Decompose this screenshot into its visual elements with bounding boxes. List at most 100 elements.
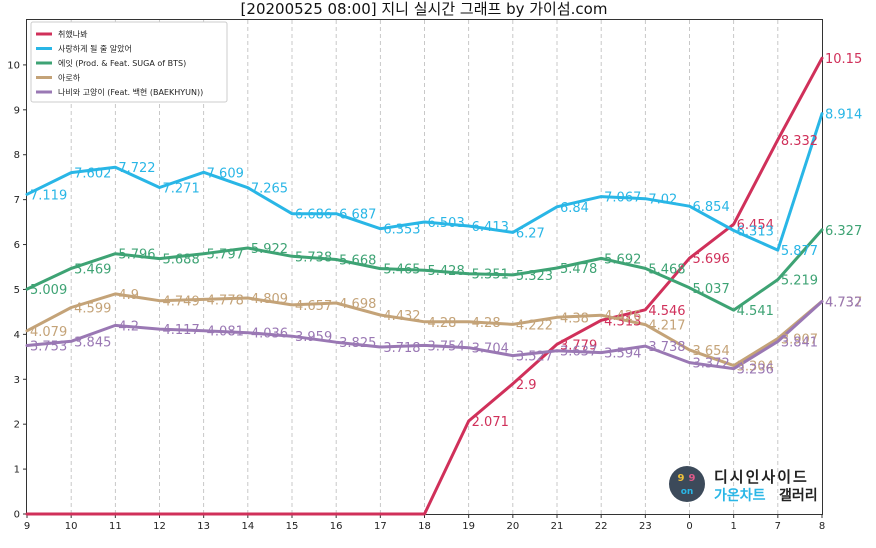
chart-title: [20200525 08:00] 지니 실시간 그래프 by 가이섬.com bbox=[241, 0, 608, 18]
x-tick-label: 11 bbox=[109, 521, 122, 532]
watermark-line1: 디시인사이드 bbox=[714, 468, 809, 486]
data-label: 5.428 bbox=[428, 264, 465, 279]
data-label: 2.9 bbox=[516, 378, 537, 393]
data-label: 6.413 bbox=[472, 220, 509, 235]
x-tick-label: 14 bbox=[241, 521, 254, 532]
data-label: 5.738 bbox=[295, 250, 332, 265]
y-tick-label: 8 bbox=[14, 150, 20, 161]
data-label: 5.688 bbox=[163, 253, 200, 268]
data-label: 4.28 bbox=[472, 316, 501, 331]
y-tick-label: 7 bbox=[14, 195, 20, 206]
y-tick-label: 9 bbox=[14, 105, 20, 116]
y-tick-label: 2 bbox=[14, 420, 20, 431]
x-tick-label: 8 bbox=[819, 521, 825, 532]
legend-box bbox=[30, 21, 228, 103]
watermark-logo-text-3: on bbox=[681, 487, 694, 497]
data-label: 3.594 bbox=[604, 347, 641, 362]
x-axis: 9 10 11 12 13 14 15 16 17 18 19 20 21 22 23 0 1 7 8 bbox=[24, 514, 825, 532]
watermark: 9 9 on 디시인사이드 가온차트 갤러리 bbox=[669, 466, 818, 504]
legend-entry: 아로하 bbox=[58, 73, 81, 83]
data-label: 8.332 bbox=[781, 134, 818, 149]
y-tick-label: 3 bbox=[14, 375, 20, 386]
y-tick-label: 6 bbox=[14, 240, 20, 251]
y-tick-label: 10 bbox=[7, 60, 20, 71]
data-label: 5.692 bbox=[604, 252, 641, 267]
data-label: 4.809 bbox=[251, 292, 288, 307]
data-label: 4.546 bbox=[648, 304, 685, 319]
x-tick-label: 7 bbox=[775, 521, 781, 532]
data-label: 3.654 bbox=[693, 344, 730, 359]
y-tick-label: 5 bbox=[14, 285, 20, 296]
x-tick-label: 15 bbox=[286, 521, 299, 532]
data-label: 3.825 bbox=[339, 336, 376, 351]
data-label: 4.737 bbox=[825, 295, 862, 310]
data-label: 5.009 bbox=[30, 283, 67, 298]
data-label: 3.753 bbox=[30, 339, 67, 354]
data-label: 7.119 bbox=[30, 188, 67, 203]
data-label: 4.432 bbox=[383, 309, 420, 324]
x-tick-label: 10 bbox=[65, 521, 78, 532]
x-tick-label: 22 bbox=[595, 521, 608, 532]
data-label: 6.353 bbox=[383, 223, 420, 238]
data-label: 5.469 bbox=[74, 262, 111, 277]
data-label: 5.696 bbox=[693, 252, 730, 267]
data-label: 3.959 bbox=[295, 330, 332, 345]
data-label: 6.854 bbox=[693, 200, 730, 215]
data-label: 6.27 bbox=[516, 226, 545, 241]
data-label: 3.779 bbox=[560, 338, 597, 353]
data-label: 3.236 bbox=[737, 363, 774, 378]
y-tick-label: 0 bbox=[14, 510, 20, 521]
data-label: 4.217 bbox=[648, 319, 685, 334]
data-label: 4.698 bbox=[339, 297, 376, 312]
watermark-line2-b: 갤러리 bbox=[779, 488, 818, 504]
data-label: 4.9 bbox=[118, 288, 139, 303]
x-tick-label: 21 bbox=[551, 521, 564, 532]
data-label: 5.323 bbox=[516, 269, 553, 284]
y-axis: 0 1 2 3 4 5 6 7 8 9 10 bbox=[7, 60, 27, 521]
data-label: 4.599 bbox=[74, 301, 111, 316]
data-label: 6.454 bbox=[737, 218, 774, 233]
data-label: 4.081 bbox=[207, 325, 244, 340]
data-label: 7.602 bbox=[74, 167, 111, 182]
data-label: 5.478 bbox=[560, 262, 597, 277]
x-tick-label: 17 bbox=[374, 521, 387, 532]
data-label: 4.079 bbox=[30, 325, 67, 340]
watermark-logo-text-2: 9 bbox=[689, 473, 696, 484]
x-tick-label: 13 bbox=[197, 521, 210, 532]
y-tick-label: 1 bbox=[14, 465, 20, 476]
data-label: 3.738 bbox=[648, 340, 685, 355]
data-label: 5.468 bbox=[648, 262, 685, 277]
data-label: 4.2 bbox=[118, 319, 139, 334]
data-label: 4.749 bbox=[163, 295, 200, 310]
data-label: 5.877 bbox=[781, 244, 818, 259]
data-label: 6.687 bbox=[339, 208, 376, 223]
data-label: 5.351 bbox=[472, 268, 509, 283]
legend-entry: 에잇 (Prod. & Feat. SUGA of BTS) bbox=[58, 58, 186, 68]
data-label: 5.465 bbox=[383, 263, 420, 278]
data-label: 4.426 bbox=[604, 309, 641, 324]
data-label: 3.754 bbox=[428, 339, 465, 354]
data-label: 3.907 bbox=[781, 333, 818, 348]
x-tick-label: 0 bbox=[686, 521, 692, 532]
legend-entry: 사랑하게 될 줄 알았어 bbox=[58, 44, 132, 54]
data-label: 5.922 bbox=[251, 242, 288, 257]
watermark-line2-a: 가온차트 bbox=[714, 488, 766, 504]
data-label: 7.067 bbox=[604, 191, 641, 206]
series-labels: 2.071 2.9 3.779 4.313 4.546 5.696 6.454 8.332 10… bbox=[30, 52, 862, 430]
data-label: 3.704 bbox=[472, 342, 509, 357]
series-lines bbox=[25, 56, 824, 516]
watermark-logo bbox=[669, 466, 705, 502]
data-label: 4.313 bbox=[604, 314, 641, 329]
data-label: 5.796 bbox=[118, 248, 155, 263]
data-label: 4.778 bbox=[207, 293, 244, 308]
data-label: 4.036 bbox=[251, 327, 288, 342]
data-label: 6.686 bbox=[295, 208, 332, 223]
x-tick-label: 20 bbox=[506, 521, 519, 532]
data-label: 7.609 bbox=[207, 166, 244, 181]
data-label: 4.657 bbox=[295, 299, 332, 314]
data-label: 3.372 bbox=[693, 357, 730, 372]
data-label: 4.38 bbox=[560, 311, 589, 326]
data-label: 4.222 bbox=[516, 318, 553, 333]
